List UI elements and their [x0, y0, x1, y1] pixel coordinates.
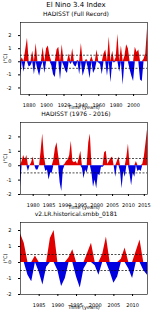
svg-text:(°C): (°C) [2, 54, 8, 64]
svg-text:-1: -1 [7, 177, 12, 183]
svg-text:2005: 2005 [106, 202, 119, 208]
svg-text:2: 2 [8, 32, 11, 38]
svg-text:1: 1 [8, 45, 11, 51]
svg-text:-1: -1 [7, 275, 12, 281]
svg-text:-2: -2 [7, 85, 12, 91]
svg-text:2010: 2010 [122, 202, 135, 208]
svg-text:1980: 1980 [27, 202, 40, 208]
svg-text:Time (years): Time (years) [67, 104, 100, 111]
svg-text:2015: 2015 [138, 202, 151, 208]
svg-text:(°C): (°C) [2, 154, 8, 164]
svg-text:-1: -1 [7, 71, 12, 77]
svg-text:-2: -2 [7, 291, 12, 297]
svg-text:1990: 1990 [51, 302, 64, 308]
svg-text:Time (years): Time (years) [67, 304, 100, 311]
svg-text:0: 0 [8, 259, 11, 265]
svg-text:2: 2 [8, 227, 11, 233]
svg-text:0: 0 [8, 58, 11, 64]
svg-text:0: 0 [8, 162, 11, 168]
svg-text:Time (years): Time (years) [67, 204, 100, 211]
svg-text:1: 1 [8, 243, 11, 249]
svg-text:(°C): (°C) [2, 254, 8, 264]
svg-text:2005: 2005 [108, 302, 121, 308]
svg-text:1980: 1980 [110, 102, 123, 108]
svg-text:1: 1 [8, 148, 11, 154]
svg-text:2000: 2000 [127, 102, 140, 108]
svg-text:1985: 1985 [43, 202, 56, 208]
svg-text:1985: 1985 [33, 302, 46, 308]
svg-text:-2: -2 [7, 191, 12, 197]
svg-text:1880: 1880 [23, 102, 36, 108]
svg-text:2010: 2010 [126, 302, 139, 308]
svg-text:2: 2 [8, 134, 11, 140]
svg-text:1900: 1900 [40, 102, 53, 108]
